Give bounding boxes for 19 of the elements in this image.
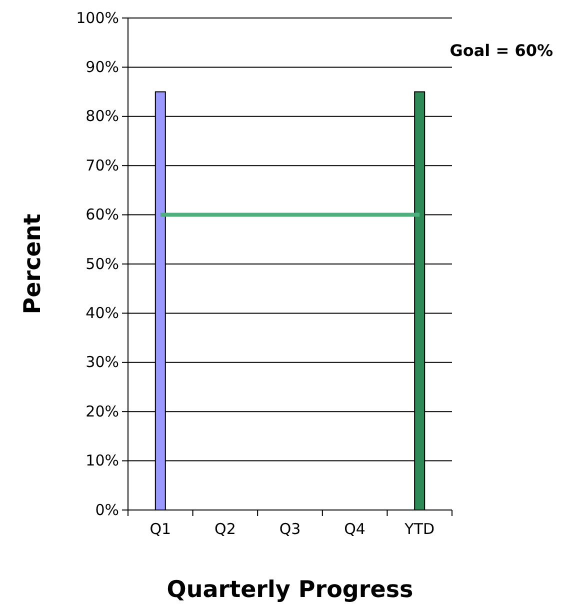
x-tick-label: Q2 [214,520,236,538]
y-tick-label: 90% [86,58,119,76]
y-tick-label: 80% [86,107,119,126]
y-tick-label: 40% [86,304,119,322]
y-tick-label: 100% [76,8,119,27]
y-tick-label: 20% [86,402,119,420]
y-tick-label: 0% [95,500,119,519]
x-axis-title: Quarterly Progress [166,577,414,603]
x-tick-label: Q4 [344,520,366,538]
x-tick-label: YTD [404,520,435,538]
x-tick-label: Q1 [150,520,172,538]
x-tick-label: Q3 [279,520,301,538]
y-tick-label: 70% [86,156,119,174]
y-tick-label: 10% [86,452,119,470]
y-tick-label: 50% [86,254,119,273]
y-tick-label: 60% [86,206,119,224]
annotation: Goal = 60% [450,41,553,60]
y-axis-title: Percent [20,214,46,314]
y-tick-label: 30% [86,353,119,372]
